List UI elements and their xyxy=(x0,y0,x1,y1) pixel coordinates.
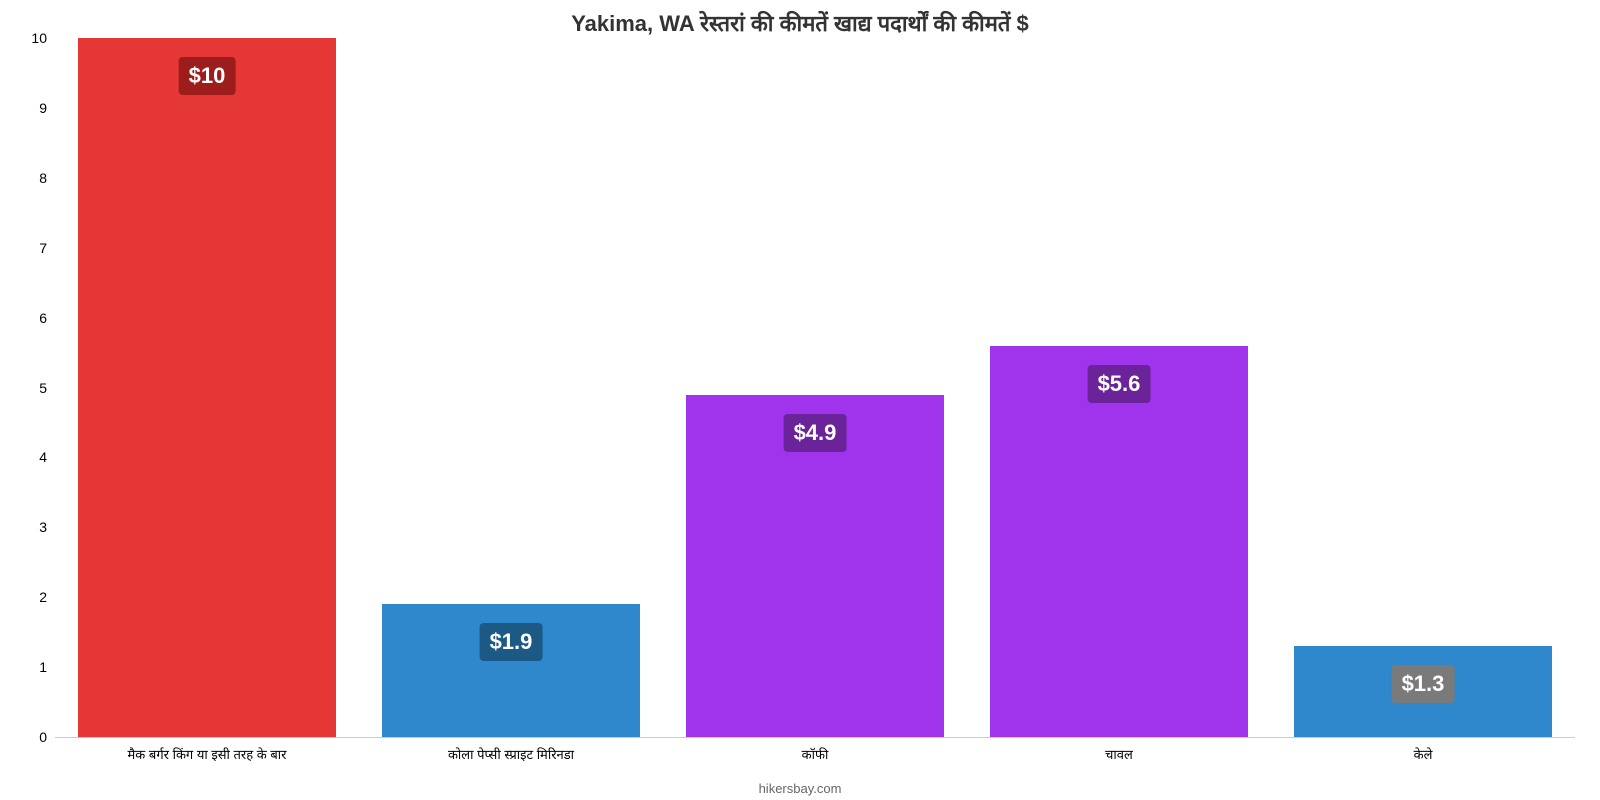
bar-value-label: $1.3 xyxy=(1392,665,1455,703)
chart-title: Yakima, WA रेस्तरां की कीमतें खाद्य पदार… xyxy=(0,8,1600,38)
x-axis-tick-label: मैक बर्गर किंग या इसी तरह के बार xyxy=(128,745,287,763)
bar: $1.9 xyxy=(382,604,640,737)
bar: $5.6 xyxy=(990,346,1248,737)
y-axis-tick-label: 0 xyxy=(39,729,47,745)
x-axis-tick-label: कॉफी xyxy=(802,745,829,763)
bar-value-label: $4.9 xyxy=(784,414,847,452)
y-axis-tick-label: 9 xyxy=(39,100,47,116)
bar: $1.3 xyxy=(1294,646,1552,737)
bar-value-label: $5.6 xyxy=(1088,365,1151,403)
y-axis-tick-label: 6 xyxy=(39,310,47,326)
y-axis-tick-label: 1 xyxy=(39,659,47,675)
bar-value-label: $1.9 xyxy=(480,623,543,661)
y-axis-tick-label: 7 xyxy=(39,240,47,256)
bar: $10 xyxy=(78,38,336,737)
y-axis-tick-label: 5 xyxy=(39,380,47,396)
y-axis-tick-label: 2 xyxy=(39,589,47,605)
y-axis-tick-label: 8 xyxy=(39,170,47,186)
y-axis-tick-label: 10 xyxy=(31,30,47,46)
x-axis-tick-label: कोला पेप्सी स्प्राइट मिरिनडा xyxy=(448,745,574,763)
source-attribution: hikersbay.com xyxy=(0,781,1600,796)
y-axis-tick-label: 3 xyxy=(39,519,47,535)
plot-area: 012345678910$10मैक बर्गर किंग या इसी तरह… xyxy=(55,38,1575,738)
x-axis-tick-label: केले xyxy=(1414,745,1433,763)
bar-value-label: $10 xyxy=(179,57,236,95)
y-axis-tick-label: 4 xyxy=(39,449,47,465)
x-axis-tick-label: चावल xyxy=(1105,745,1133,763)
bar: $4.9 xyxy=(686,395,944,738)
